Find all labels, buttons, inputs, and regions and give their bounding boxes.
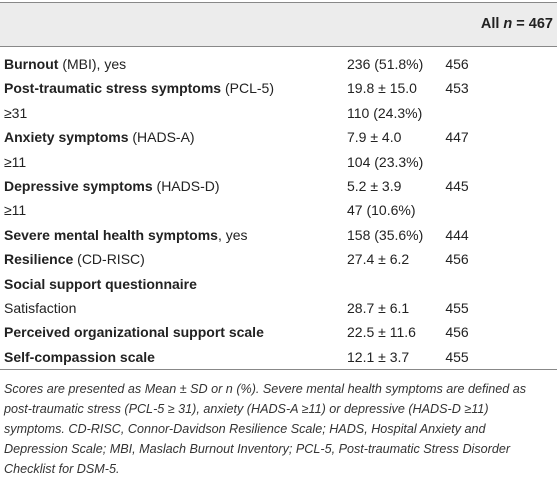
row-n: 456 <box>445 251 469 268</box>
table-row: Perceived organizational support scale 22… <box>0 320 557 344</box>
row-label-text: (PCL-5) <box>221 80 274 97</box>
row-label: Resilience (CD-RISC) <box>4 247 145 271</box>
n-symbol: n <box>503 16 513 32</box>
row-label-text: (CD-RISC) <box>73 251 145 268</box>
row-value: 104 (23.3%) <box>347 153 424 170</box>
table-row: Post-traumatic stress symptoms (PCL-5) 19… <box>0 76 557 100</box>
row-label-bold: Anxiety symptoms <box>4 129 129 146</box>
row-label-text: (HADS-A) <box>128 129 195 146</box>
row-value: 22.5 ± 11.6 <box>347 324 416 341</box>
n-value: = 467 <box>516 16 553 32</box>
row-label: Perceived organizational support scale <box>4 320 264 344</box>
table-row: ≥11 47 (10.6%) <box>0 198 557 222</box>
table-rule <box>0 369 557 370</box>
row-value: 236 (51.8%) <box>347 56 424 72</box>
row-value: 27.4 ± 6.2 <box>347 251 410 268</box>
row-value: 28.7 ± 6.1 <box>347 299 410 316</box>
row-value: 110 (24.3%) <box>347 104 423 121</box>
row-label: Self-compassion scale <box>4 345 155 369</box>
header-label: All n = 467 <box>481 16 553 32</box>
row-label-bold: Resilience <box>4 251 74 268</box>
row-label-bold: Severe mental health symptoms <box>4 226 218 243</box>
table-row: Satisfaction 28.7 ± 6.1 455 <box>0 296 557 320</box>
table-header: All n = 467 <box>0 2 557 47</box>
row-label-text: ≥11 <box>4 202 27 219</box>
row-value: 5.2 ± 3.9 <box>347 177 402 194</box>
row-label-text: (HADS-D) <box>152 177 220 194</box>
row-label: ≥11 <box>4 198 26 222</box>
row-n: 445 <box>445 177 469 194</box>
table-row: ≥31 110 (24.3%) <box>0 101 557 125</box>
row-label-text: ≥31 <box>4 104 28 121</box>
row-value: 158 (35.6%) <box>347 226 424 243</box>
row-label-bold: Social support questionnaire <box>4 275 197 292</box>
row-n: 455 <box>445 348 469 365</box>
row-n: 444 <box>445 226 469 243</box>
row-n: 456 <box>445 324 469 341</box>
table-row: Burnout (MBI), yes 236 (51.8%) 456 <box>0 52 557 76</box>
row-label: ≥31 <box>4 101 27 125</box>
table-body: Burnout (MBI), yes 236 (51.8%) 456 Post-tra… <box>0 52 557 369</box>
row-value: 19.8 ± 15.0 <box>347 80 417 97</box>
row-n: 455 <box>445 299 469 316</box>
row-label-bold: Depressive symptoms <box>4 177 153 194</box>
row-label: Post-traumatic stress symptoms (PCL-5) <box>4 76 274 100</box>
row-label: Burnout (MBI), yes <box>4 52 126 76</box>
row-label: Depressive symptoms (HADS-D) <box>4 174 220 198</box>
row-label-text: ≥11 <box>4 153 27 170</box>
table-row: Severe mental health symptoms, yes 158 (3… <box>0 223 557 247</box>
row-value: 7.9 ± 4.0 <box>347 129 402 146</box>
group-label: All <box>480 16 500 32</box>
row-label-bold: Self-compassion scale <box>4 348 155 365</box>
row-label-text: , yes <box>217 226 248 243</box>
table-row: ≥11 104 (23.3%) <box>0 150 557 174</box>
row-label: Severe mental health symptoms, yes <box>4 223 248 247</box>
table-row: Resilience (CD-RISC) 27.4 ± 6.2 456 <box>0 247 557 271</box>
row-label: ≥11 <box>4 150 26 174</box>
row-value: 12.1 ± 3.7 <box>347 348 410 365</box>
row-label-bold: Perceived organizational support scale <box>4 324 264 341</box>
row-label: Anxiety symptoms (HADS-A) <box>4 125 195 149</box>
table-row: Social support questionnaire <box>0 272 557 296</box>
table-row: Self-compassion scale 12.1 ± 3.7 455 <box>0 345 557 369</box>
row-label-text: Satisfaction <box>4 299 77 316</box>
table-row: Depressive symptoms (HADS-D) 5.2 ± 3.9 445 <box>0 174 557 198</box>
row-label: Social support questionnaire <box>4 272 197 296</box>
row-n: 447 <box>445 129 469 146</box>
row-label: Satisfaction <box>4 296 76 320</box>
row-label-bold: Post-traumatic stress symptoms <box>4 80 222 97</box>
row-n: 456 <box>445 56 469 72</box>
footnote: Scores are presented as Mean ± SD or n (… <box>4 382 527 476</box>
row-n: 453 <box>445 80 469 97</box>
row-value: 47 (10.6%) <box>347 202 416 219</box>
row-label-bold: Burnout <box>4 56 59 72</box>
row-label-text: (MBI), yes <box>58 56 127 72</box>
table-row: Anxiety symptoms (HADS-A) 7.9 ± 4.0 447 <box>0 125 557 149</box>
